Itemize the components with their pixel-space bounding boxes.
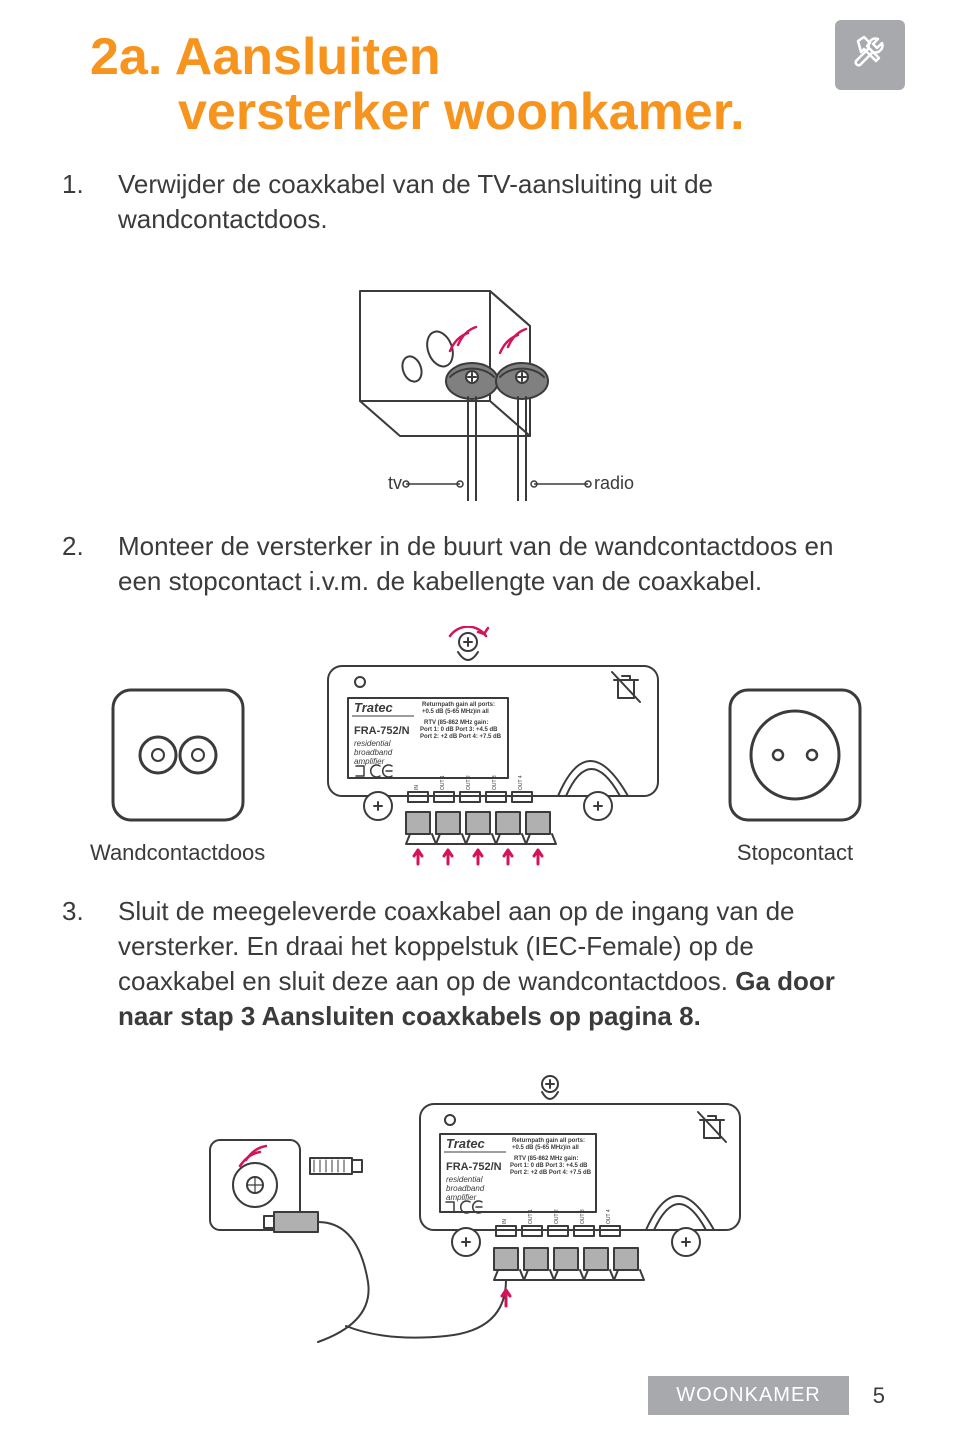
figure-1: tv radio <box>90 271 870 501</box>
figure-3: Tratec FRA-752/N residential broadband a… <box>90 1070 870 1350</box>
step-1-text: Verwijder de coaxkabel van de TV-aanslui… <box>118 169 713 234</box>
amplifier-svg: Tratec FRA-752/N residential broadband a… <box>308 626 678 866</box>
step-3-num: 3. <box>90 894 118 929</box>
amp-spec4: Port 1: 0 dB Port 3: +4.5 dB <box>420 727 498 733</box>
amp-port-2: OUT 2 <box>466 775 472 790</box>
amp-spec3: RTV (85-862 MHz gain: <box>424 720 488 726</box>
amp-sub2: broadband <box>354 748 393 757</box>
tools-badge <box>835 20 905 90</box>
step-3-text-a: Sluit de meegeleverde coaxkabel aan op d… <box>118 896 795 996</box>
amp2-spec5: Port 2: +2 dB Port 4: +7.5 dB <box>510 1170 592 1176</box>
step-2-text: Monteer de versterker in de buurt van de… <box>118 531 833 596</box>
page-heading: 2a. Aansluiten versterker woonkamer. <box>90 30 870 139</box>
amp-sub3: amplifier <box>354 757 385 766</box>
step-2: 2.Monteer de versterker in de buurt van … <box>90 529 870 599</box>
step-3: 3.Sluit de meegeleverde coaxkabel aan op… <box>90 894 870 1034</box>
figure-3-svg: Tratec FRA-752/N residential broadband a… <box>200 1070 760 1350</box>
amp-spec5: Port 2: +2 dB Port 4: +7.5 dB <box>420 734 502 740</box>
figure-1-svg: tv radio <box>300 271 660 501</box>
wandcontactdoos-col: Wandcontactdoos <box>90 680 265 866</box>
amp2-spec2: +0.5 dB (5-65 MHz)in all <box>512 1145 579 1151</box>
amp2-brand: Tratec <box>446 1136 486 1151</box>
fig1-label-tv: tv <box>388 473 402 493</box>
wandcontactdoos-caption: Wandcontactdoos <box>90 840 265 866</box>
fig1-label-radio: radio <box>594 473 634 493</box>
amp-port-in: IN <box>414 784 420 789</box>
amp2-sub1: residential <box>446 1175 483 1184</box>
wandcontactdoos-icon <box>103 680 253 830</box>
step-2-num: 2. <box>90 529 118 564</box>
step-1: 1.Verwijder de coaxkabel van de TV-aansl… <box>90 167 870 237</box>
amp2-port-4: OUT 4 <box>606 1209 612 1224</box>
amp2-sub3: amplifier <box>446 1193 477 1202</box>
amp2-spec4: Port 1: 0 dB Port 3: +4.5 dB <box>510 1163 588 1169</box>
amp-brand: Tratec <box>354 700 394 715</box>
amp2-port-1: OUT 1 <box>528 1209 534 1224</box>
amp-port-3: OUT 3 <box>492 775 498 790</box>
amp-model: FRA-752/N <box>354 725 410 737</box>
footer: WOONKAMER 5 <box>648 1376 885 1415</box>
amp2-spec1: Returnpath gain all ports: <box>512 1138 585 1144</box>
heading-line2: versterker woonkamer. <box>90 85 870 140</box>
step-1-num: 1. <box>90 167 118 202</box>
amp2-sub2: broadband <box>446 1184 485 1193</box>
amp-port-4: OUT 4 <box>518 775 524 790</box>
amp2-port-2: OUT 2 <box>554 1209 560 1224</box>
amp2-port-in: IN <box>502 1219 508 1224</box>
figure-2-row: Wandcontactdoos <box>90 626 870 866</box>
amp-spec2: +0.5 dB (5-65 MHz)in all <box>422 709 489 715</box>
footer-label: WOONKAMER <box>648 1376 849 1415</box>
footer-page: 5 <box>873 1383 885 1409</box>
amp-spec1: Returnpath gain all ports: <box>422 702 495 708</box>
stopcontact-icon <box>720 680 870 830</box>
amp-sub1: residential <box>354 739 391 748</box>
amp2-spec3: RTV (85-862 MHz gain: <box>514 1156 578 1162</box>
stopcontact-col: Stopcontact <box>720 680 870 866</box>
amplifier-col: Tratec FRA-752/N residential broadband a… <box>308 626 678 866</box>
amp2-model: FRA-752/N <box>446 1161 502 1173</box>
heading-line1: 2a. Aansluiten <box>90 30 870 85</box>
amp-port-1: OUT 1 <box>440 775 446 790</box>
tools-icon <box>848 33 892 77</box>
amp2-port-3: OUT 3 <box>580 1209 586 1224</box>
stopcontact-caption: Stopcontact <box>737 840 853 866</box>
